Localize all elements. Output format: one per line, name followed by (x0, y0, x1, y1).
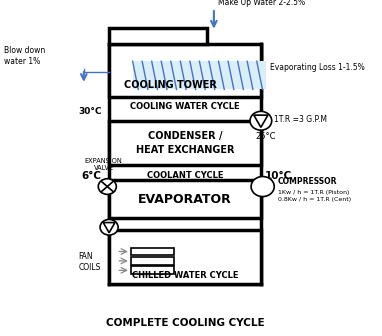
Bar (131, 257, 174, 265)
Text: 1T.R =3 G.P.M: 1T.R =3 G.P.M (274, 115, 327, 124)
Text: 6°C: 6°C (82, 171, 102, 180)
Text: COOLING TOWER: COOLING TOWER (124, 80, 217, 90)
Text: 25°C: 25°C (256, 132, 276, 141)
Text: 1Kw / h = 1T.R (Piston)
0.8Kw / h = 1T.R (Cent): 1Kw / h = 1T.R (Piston) 0.8Kw / h = 1T.R… (278, 190, 351, 202)
Text: Blow down
water 1%: Blow down water 1% (4, 46, 45, 66)
Polygon shape (254, 115, 268, 127)
Bar (131, 248, 174, 255)
Text: 10°C: 10°C (264, 171, 292, 180)
Text: COOLING WATER CYCLE: COOLING WATER CYCLE (130, 102, 240, 111)
Bar (109, 230, 261, 284)
Text: COMPRESSOR: COMPRESSOR (278, 177, 337, 186)
Bar (109, 28, 207, 44)
Text: EVAPORATOR: EVAPORATOR (138, 193, 232, 206)
Circle shape (250, 111, 272, 130)
Text: EXPANSION
VALVE: EXPANSION VALVE (85, 158, 123, 171)
Text: FAN
COILS: FAN COILS (78, 252, 101, 272)
Bar (109, 180, 261, 218)
Circle shape (100, 219, 118, 235)
Circle shape (251, 176, 274, 197)
Text: COMPLETE COOLING CYCLE: COMPLETE COOLING CYCLE (106, 318, 264, 328)
Text: Make Up Water 2-2.5%: Make Up Water 2-2.5% (217, 0, 304, 7)
Text: COOLANT CYCLE: COOLANT CYCLE (147, 171, 223, 180)
Polygon shape (103, 222, 115, 233)
Bar (133, 61, 266, 89)
Bar (131, 266, 174, 274)
Bar (109, 44, 261, 97)
Text: CONDENSER /
HEAT EXCHANGER: CONDENSER / HEAT EXCHANGER (136, 131, 234, 155)
Bar (109, 121, 261, 165)
Text: 30°C: 30°C (78, 107, 102, 116)
Circle shape (98, 179, 117, 194)
Text: CHILLED WATER CYCLE: CHILLED WATER CYCLE (132, 271, 238, 280)
Text: Evaporating Loss 1-1.5%: Evaporating Loss 1-1.5% (270, 64, 365, 73)
